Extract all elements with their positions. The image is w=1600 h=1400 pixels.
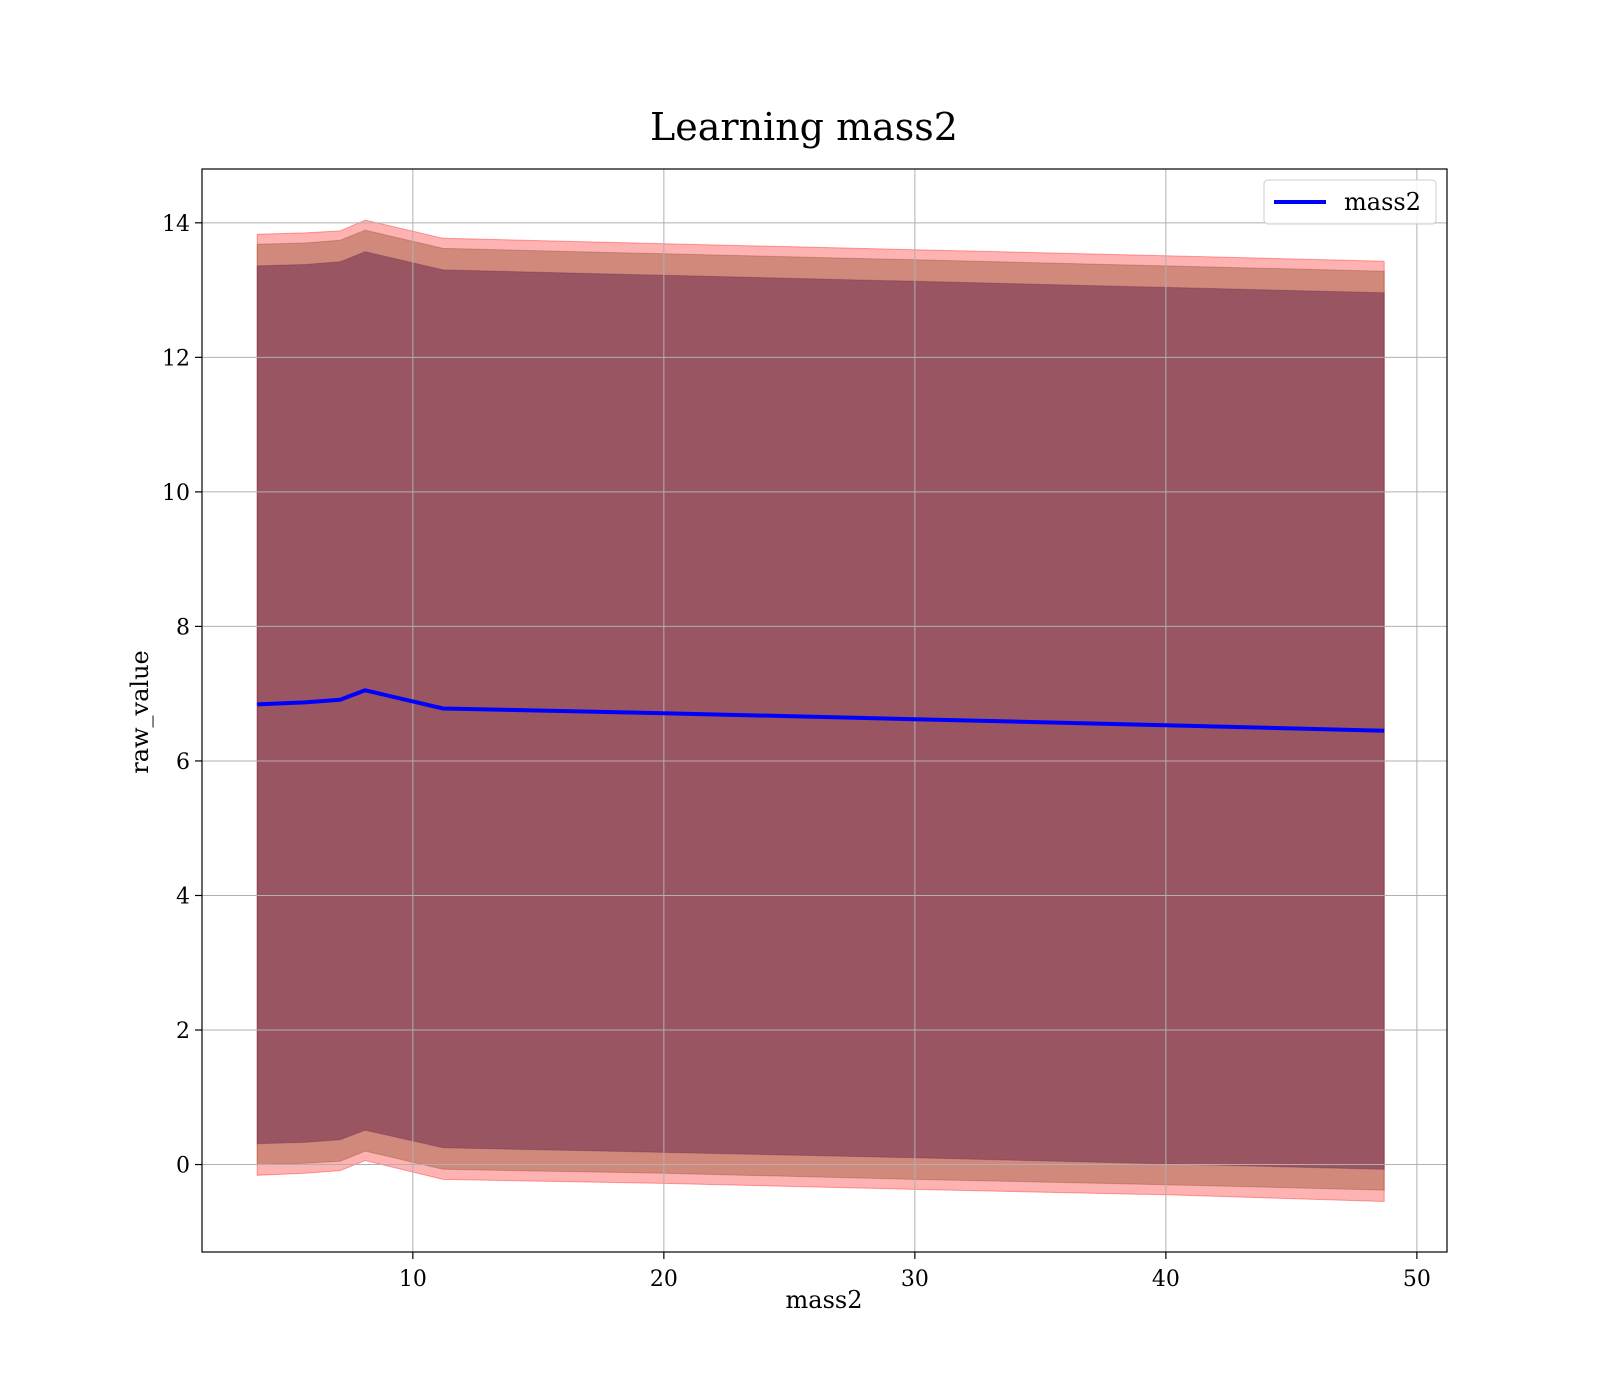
y-axis-ticks: 0 2 4 6 8 10 12 14 <box>162 212 202 1179</box>
series-line-mass2 <box>257 688 1385 733</box>
x-tick-label: 30 <box>901 1267 929 1292</box>
y-tick-label: 12 <box>162 346 190 371</box>
legend: mass2 <box>1263 179 1437 225</box>
series-lines <box>257 688 1385 733</box>
y-tick-label: 10 <box>162 481 190 506</box>
y-tick-label: 2 <box>176 1019 190 1044</box>
x-axis-label: mass2 <box>786 1286 863 1314</box>
x-tick-label: 20 <box>650 1267 678 1292</box>
x-tick-label: 50 <box>1403 1267 1431 1292</box>
y-axis-label: raw_value <box>126 650 154 774</box>
y-tick-label: 14 <box>162 212 190 237</box>
y-tick-label: 0 <box>176 1154 190 1179</box>
x-axis-ticks: 10 20 30 40 50 <box>399 1252 1431 1292</box>
grid-lines <box>202 169 1447 1252</box>
y-tick-label: 6 <box>176 750 190 775</box>
confidence-band-3 <box>256 251 1385 1170</box>
confidence-bands <box>256 219 1385 1203</box>
y-tick-label: 4 <box>176 884 190 909</box>
legend-label-mass2: mass2 <box>1344 188 1421 216</box>
chart-title: Learning mass2 <box>650 105 958 149</box>
legend-box <box>1263 179 1437 225</box>
y-tick-label: 8 <box>176 615 190 640</box>
x-tick-label: 40 <box>1152 1267 1180 1292</box>
plot-frame <box>201 168 1448 1253</box>
x-tick-label: 10 <box>399 1267 427 1292</box>
